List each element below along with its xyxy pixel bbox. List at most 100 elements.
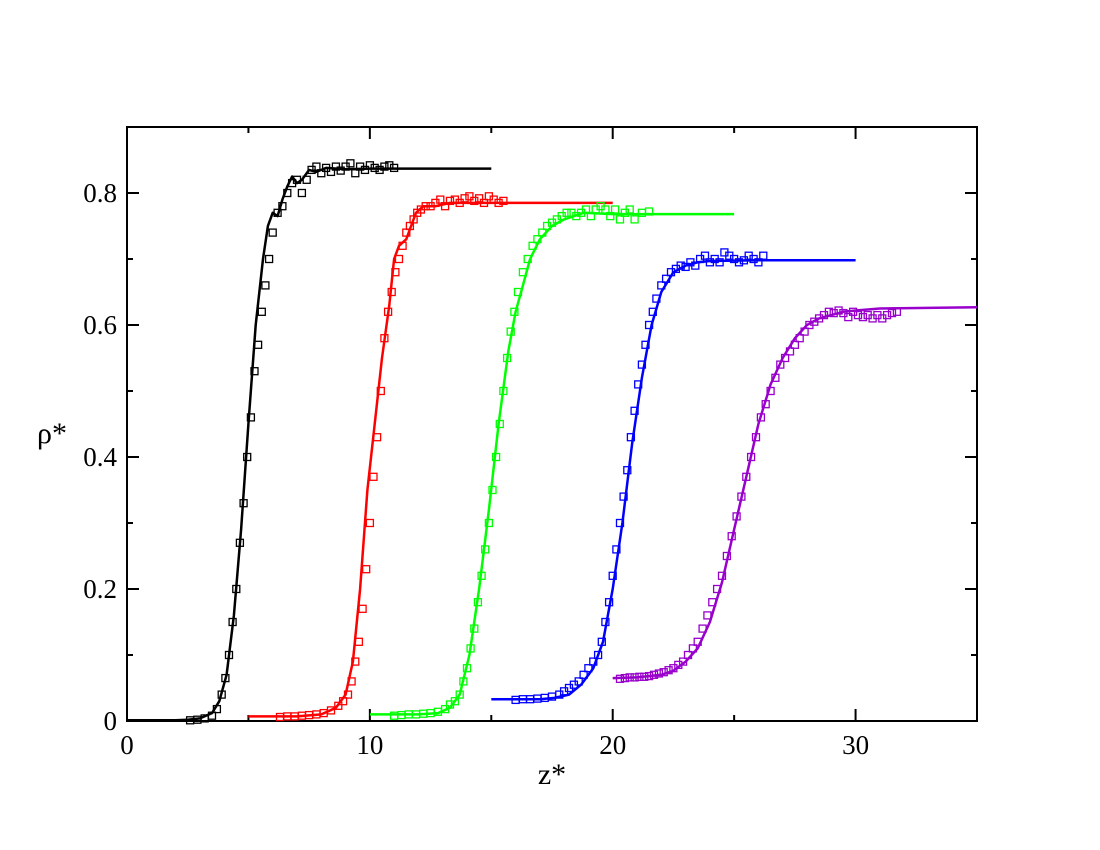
y-tick-label: 0.8 [83, 178, 117, 208]
data-point [261, 281, 270, 290]
data-point [268, 228, 277, 237]
data-point [494, 198, 503, 208]
data-point [678, 657, 688, 666]
data-point [829, 308, 838, 318]
data-point [302, 175, 311, 184]
data-point [586, 211, 596, 221]
data-point [683, 650, 693, 660]
data-point [481, 545, 490, 554]
data-point [659, 668, 668, 677]
data-point [892, 307, 902, 316]
data-point [698, 624, 707, 633]
data-point [630, 215, 639, 224]
data-point [538, 228, 547, 237]
data-point [440, 202, 450, 211]
y-axis-title: ρ* [37, 417, 67, 450]
data-point [584, 664, 593, 673]
data-point [239, 499, 248, 508]
data-point [739, 256, 749, 265]
data-point [606, 211, 615, 221]
data-point [644, 207, 654, 216]
data-point [612, 545, 621, 554]
data-point [795, 334, 804, 343]
data-point [243, 452, 252, 462]
data-point [376, 386, 385, 396]
data-point [597, 637, 606, 646]
series-line [491, 259, 856, 701]
data-point [387, 287, 396, 297]
data-point [502, 353, 512, 363]
data-point [224, 650, 234, 660]
series-5 [612, 305, 978, 683]
data-point [372, 433, 382, 442]
data-point [589, 657, 598, 666]
data-point [394, 254, 404, 264]
data-point [358, 604, 367, 613]
x-axis-title: z* [538, 758, 566, 791]
data-point [635, 672, 644, 681]
data-point [766, 386, 775, 396]
data-point [649, 670, 659, 679]
data-point [436, 195, 445, 204]
data-point [506, 327, 515, 336]
data-point [652, 294, 661, 303]
data-point [756, 413, 766, 422]
data-point [292, 175, 302, 184]
axis-ticks [126, 127, 977, 722]
series-layer [127, 159, 978, 725]
data-point [654, 669, 664, 678]
data-point [445, 196, 455, 206]
tick-labels: 0 10 20 30 0 0.2 0.4 0.6 0.8 [83, 178, 869, 760]
data-point [518, 268, 528, 277]
data-point [347, 677, 356, 686]
data-point [477, 571, 486, 580]
data-point [207, 711, 217, 720]
data-point [499, 386, 508, 396]
data-point [283, 188, 292, 198]
data-point [754, 258, 763, 267]
data-point [533, 235, 542, 244]
data-point [346, 159, 355, 168]
data-point [693, 637, 702, 646]
data-point [365, 161, 375, 170]
data-point [459, 677, 468, 686]
data-point [221, 673, 230, 683]
data-point [455, 690, 464, 699]
data-point [235, 538, 245, 547]
series-3 [369, 202, 735, 720]
data-point [385, 161, 394, 170]
data-point [574, 677, 583, 686]
data-point [737, 492, 746, 501]
data-point [661, 274, 671, 283]
data-point [273, 208, 282, 217]
data-point [246, 413, 256, 422]
data-point [562, 208, 571, 217]
data-point [664, 666, 673, 675]
data-point [212, 704, 222, 714]
data-point [338, 697, 348, 706]
data-point [780, 353, 790, 363]
data-point [365, 518, 375, 528]
data-point [712, 584, 722, 594]
data-point [657, 281, 666, 290]
data-point [369, 472, 378, 481]
data-point [370, 163, 379, 173]
data-point [523, 254, 532, 264]
data-point [455, 198, 464, 208]
data-point [232, 584, 241, 594]
data-point [470, 196, 479, 206]
data-point [360, 165, 370, 175]
data-point [742, 472, 751, 481]
data-point [391, 268, 400, 277]
data-point [581, 205, 591, 214]
data-point [398, 241, 407, 250]
data-point [759, 251, 768, 260]
data-point [630, 673, 639, 682]
data-point [479, 198, 489, 208]
data-point [380, 162, 389, 171]
data-point [513, 287, 523, 297]
data-point [326, 167, 336, 177]
data-point [746, 452, 756, 462]
data-point [887, 308, 897, 318]
data-point [383, 307, 393, 316]
